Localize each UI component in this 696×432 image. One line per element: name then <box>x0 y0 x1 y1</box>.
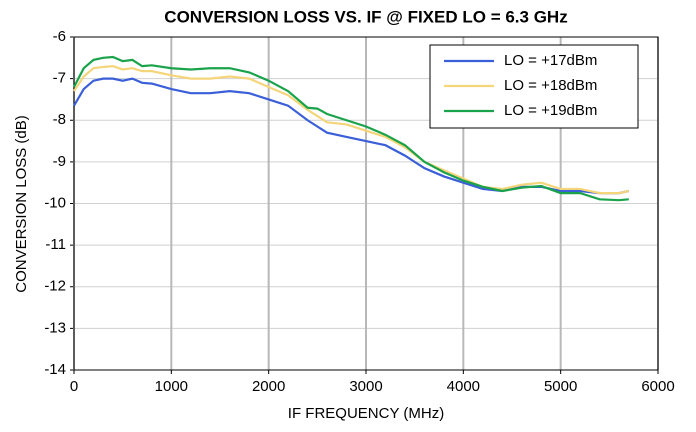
series-line <box>73 65 630 195</box>
x-axis-label: IF FREQUENCY (MHz) <box>288 405 444 422</box>
legend-label: LO = +17dBm <box>504 52 597 69</box>
chart-title: CONVERSION LOSS VS. IF @ FIXED LO = 6.3 … <box>164 7 567 26</box>
x-tick-label: 2000 <box>252 378 285 395</box>
y-tick-label: -14 <box>44 361 66 378</box>
x-tick-label: 1000 <box>155 378 188 395</box>
x-tick-label: 4000 <box>447 378 480 395</box>
y-axis-label: CONVERSION LOSS (dB) <box>13 115 30 293</box>
y-tick-label: -10 <box>44 194 66 211</box>
y-tick-label: -11 <box>45 236 66 253</box>
y-tick-label: -7 <box>53 70 66 87</box>
x-tick-label: 6000 <box>641 378 674 395</box>
y-tick-label: -8 <box>53 111 66 128</box>
y-tick-label: -9 <box>53 153 66 170</box>
series-line <box>73 55 629 202</box>
plot-frame <box>73 36 659 371</box>
y-tick-label: -13 <box>44 319 66 336</box>
legend-label: LO = +18dBm <box>504 77 597 94</box>
x-tick-label: 5000 <box>544 378 577 395</box>
x-tick-label: 0 <box>70 378 78 395</box>
y-tick-label: -12 <box>44 278 66 295</box>
legend-label: LO = +19dBm <box>504 102 597 119</box>
x-tick-label: 3000 <box>349 378 382 395</box>
y-tick-label: -6 <box>53 28 66 45</box>
